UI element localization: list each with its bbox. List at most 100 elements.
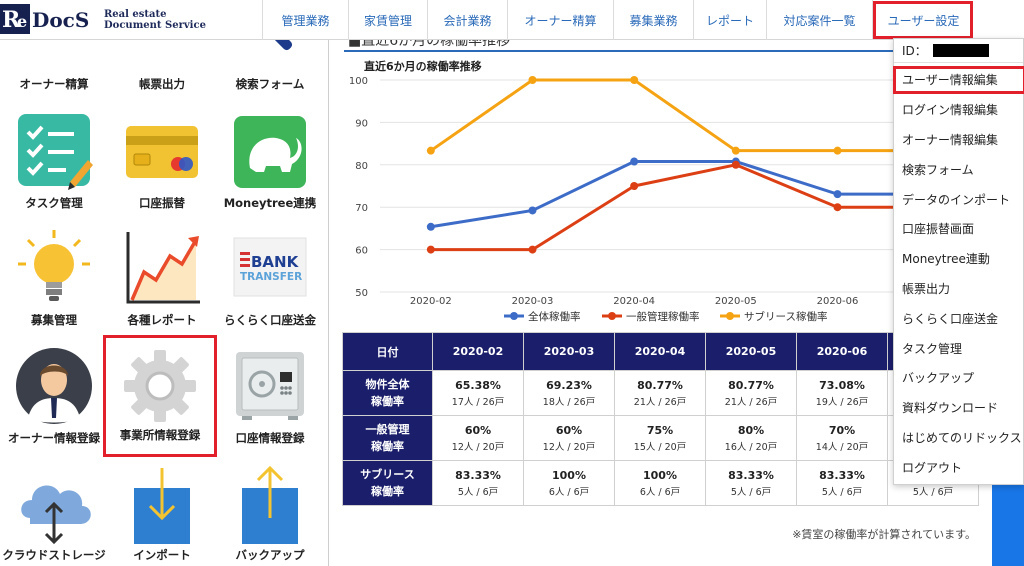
series-line [430, 163, 940, 252]
row-label-line: サブリース [360, 468, 415, 481]
cell-count: 17人 / 26戸 [451, 396, 505, 408]
tile-recruitment[interactable]: 募集管理 [0, 226, 108, 330]
cell-count: 5人 / 6戸 [821, 486, 863, 498]
tile-easy-transfer[interactable]: BANK TRANSFER らくらく口座送金 [216, 226, 324, 330]
table-cell: 65.38% 17人 / 26戸 [432, 370, 524, 416]
dropdown-item[interactable]: バックアップ [902, 371, 975, 386]
table-header-col: 2020-03 [523, 332, 615, 371]
legend-marker [726, 312, 734, 320]
cell-percent: 83.33% [455, 468, 501, 482]
dropdown-item[interactable]: はじめてのリドックス [902, 430, 1022, 445]
tile-search-form[interactable]: 検索フォーム [216, 40, 324, 96]
y-tick-label: 60 [355, 246, 368, 257]
cell-percent: 83.33% [728, 468, 774, 482]
dropdown-item[interactable]: ユーザー情報編集 [892, 65, 1024, 95]
nav-accounting[interactable]: 会計業務 [427, 0, 507, 40]
nav-management[interactable]: 管理業務 [262, 0, 348, 40]
nav-report[interactable]: レポート [693, 0, 766, 40]
dropdown-item[interactable]: 口座振替画面 [902, 222, 975, 237]
dropdown-items: ユーザー情報編集ログイン情報編集 オーナー情報編集 検索フォームデータのインポート口… [892, 65, 1024, 482]
cell-percent: 69.23% [546, 378, 592, 392]
table-cell: 80.77% 21人 / 26戸 [705, 370, 797, 416]
data-point [528, 76, 537, 84]
dropdown-item[interactable]: ログアウト [902, 460, 963, 475]
tile-label: タスク管理 [25, 196, 83, 210]
nav-user-settings[interactable]: ユーザー設定 [872, 0, 974, 40]
occupancy-chart: 直近6か月の稼働率推移 50 60 70 80 90 100 2020-02 2020-03 20… [340, 54, 1000, 334]
tile-owner-settlement[interactable]: オーナー精算 [0, 40, 108, 96]
tile-moneytree[interactable]: Moneytree連携 [216, 108, 324, 212]
logo-tag-line2: Document Service [104, 20, 206, 31]
dropdown-item[interactable]: Moneytree連動 [902, 252, 990, 267]
legend-label: 全体稼働率 [528, 310, 581, 323]
cell-percent: 73.08% [819, 378, 865, 392]
table-row: 一般管理 稼働率 60% 12人 / 20戸 60% 12人 / 20戸 75% 15人 / … [342, 415, 979, 461]
user-id-redacted [932, 44, 989, 57]
y-tick-label: 100 [349, 76, 368, 87]
tile-import[interactable]: インポート [108, 466, 216, 566]
row-label-line: 物件全体 [365, 378, 410, 391]
tile-label: オーナー精算 [19, 77, 89, 91]
cell-percent: 60% [464, 423, 492, 437]
dropdown-item[interactable]: オーナー情報編集 [902, 132, 999, 147]
user-id-row: ID： [894, 39, 1023, 63]
data-point [528, 245, 537, 254]
row-label-line: 稼働率 [371, 395, 404, 408]
tile-account-transfer[interactable]: 口座振替 [108, 108, 216, 212]
cell-count: 21人 / 26戸 [633, 396, 687, 408]
dropdown-item[interactable]: らくらく口座送金 [902, 311, 999, 326]
tile-backup[interactable]: バックアップ [216, 466, 324, 566]
cell-count: 5人 / 6戸 [457, 486, 499, 498]
dropdown-item[interactable]: タスク管理 [902, 341, 963, 356]
data-point [426, 146, 435, 155]
table-cell: 100% 6人 / 6戸 [523, 460, 615, 506]
owner-avatar-icon [16, 348, 92, 424]
user-settings-dropdown: ID： ユーザー情報編集ログイン情報編集 オーナー情報編集 検索フォームデータのイン… [893, 38, 1024, 485]
nav-rent[interactable]: 家賃管理 [348, 0, 427, 40]
nav-cases[interactable]: 対応案件一覧 [766, 0, 872, 40]
cell-percent: 60% [555, 423, 583, 437]
series-line [429, 78, 940, 153]
dropdown-item[interactable]: 検索フォーム [902, 162, 974, 177]
legend-marker [608, 312, 616, 320]
nav-owner-settlement[interactable]: オーナー精算 [507, 0, 613, 40]
dropdown-item[interactable]: データのインポート [902, 192, 1011, 207]
y-tick-label: 50 [355, 288, 368, 299]
row-label: 一般管理 稼働率 [342, 415, 433, 461]
cell-percent: 80% [737, 423, 765, 437]
magnifier-icon [269, 40, 293, 51]
tile-report-output[interactable]: 帳票出力 [108, 40, 216, 96]
cell-percent: 70% [828, 423, 856, 437]
nav-recruitment[interactable]: 募集業務 [613, 0, 693, 40]
logo[interactable]: R e DocS Real estate Document Service [0, 0, 206, 40]
logo-tag-line1: Real estate [104, 9, 167, 20]
table-cell: 83.33% 5人 / 6戸 [796, 460, 888, 506]
data-point [528, 206, 537, 215]
tile-reports[interactable]: 各種レポート [108, 226, 216, 330]
tile-account-registration[interactable]: 口座情報登録 [216, 342, 324, 462]
tile-owner-registration[interactable]: オーナー情報登録 [0, 342, 108, 462]
transfer-text: TRANSFER [240, 271, 302, 283]
tile-label: クラウドストレージ [2, 548, 106, 562]
dropdown-item[interactable]: 帳票出力 [902, 281, 951, 296]
table-row: 物件全体 稼働率 65.38% 17人 / 26戸 69.23% 18人 / 26戸 80.… [342, 370, 979, 416]
data-point [630, 182, 639, 190]
chart-title: 直近6か月の稼働率推移 [364, 59, 482, 73]
footnote: ※賃室の稼働率が計算されています。 [792, 528, 976, 541]
money-icon [14, 40, 94, 80]
tile-label: らくらく口座送金 [224, 313, 316, 327]
backup-icon [242, 466, 298, 544]
dropdown-item[interactable]: 資料ダウンロード [902, 401, 999, 416]
table-cell: 73.08% 19人 / 26戸 [796, 370, 888, 416]
tile-cloud-storage[interactable]: クラウドストレージ [0, 466, 108, 566]
checklist-icon [18, 114, 93, 190]
dropdown-item[interactable]: ログイン情報編集 [902, 103, 999, 118]
data-point [731, 146, 740, 155]
table-header-col: 2020-02 [432, 332, 524, 371]
tile-task-management[interactable]: タスク管理 [0, 108, 108, 212]
x-tick-label: 2020-04 [613, 296, 655, 307]
tile-office-registration[interactable]: 事業所情報登録 [103, 335, 217, 457]
x-tick-label: 2020-05 [715, 296, 757, 307]
tile-label: 各種レポート [127, 313, 197, 327]
tile-label: 募集管理 [31, 313, 77, 327]
